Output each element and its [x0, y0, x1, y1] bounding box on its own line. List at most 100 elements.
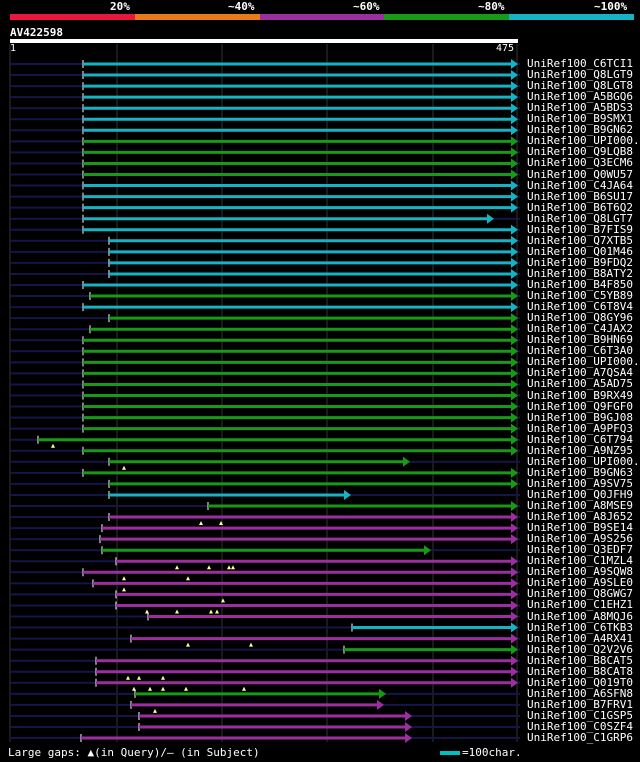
- alignment-row: [10, 622, 520, 633]
- hit-label[interactable]: UniRef100_Q9LQB8: [527, 145, 633, 159]
- hit-arrow-icon: [511, 291, 518, 302]
- hit-label[interactable]: UniRef100_B9GN63: [527, 465, 633, 479]
- hit-arrow-icon: [511, 434, 518, 445]
- hit-label[interactable]: UniRef100_A9S256: [527, 532, 633, 546]
- hit-label[interactable]: UniRef100_C1GSP5: [527, 708, 633, 722]
- hit-arrow-icon: [511, 92, 518, 103]
- hit-label[interactable]: UniRef100_Q8LGT7: [527, 211, 633, 225]
- hit-label[interactable]: UniRef100_C6T8V4: [527, 300, 633, 314]
- hit-label[interactable]: UniRef100_A8MSE9: [527, 499, 633, 512]
- hit-label[interactable]: UniRef100_B7FIS9: [527, 222, 633, 236]
- hit-label[interactable]: UniRef100_A9SV75: [527, 476, 633, 490]
- legend-label-2: ~40%: [228, 0, 255, 13]
- alignment-row: [10, 589, 520, 603]
- hit-label[interactable]: UniRef100_C6T3A0: [527, 344, 633, 358]
- hit-label[interactable]: UniRef100_C6TKB3: [527, 620, 633, 634]
- hit-label[interactable]: UniRef100_Q7XTB5: [527, 233, 633, 247]
- hit-label[interactable]: UniRef100_B4F850: [527, 278, 633, 291]
- query-gap-icon: [145, 609, 149, 614]
- hit-arrow-icon: [344, 489, 351, 500]
- alignment-row: [10, 710, 520, 721]
- hit-label[interactable]: UniRef100_Q8GY96: [527, 311, 633, 325]
- hit-arrow-icon: [377, 699, 384, 710]
- alignment-row: [10, 202, 520, 213]
- alignment-row: [10, 114, 520, 125]
- hit-label[interactable]: UniRef100_B6T6Q2: [527, 200, 633, 214]
- hit-label[interactable]: UniRef100_B9FDQ2: [527, 255, 633, 269]
- hit-label[interactable]: UniRef100_A4RX41: [527, 631, 633, 645]
- alignment-row: [10, 655, 520, 666]
- alignment-row: [10, 677, 520, 691]
- hit-label[interactable]: UniRef100_B8CAT8: [527, 664, 633, 678]
- hit-label[interactable]: UniRef100_A8MQJ6: [527, 609, 633, 623]
- hit-label[interactable]: UniRef100_A9SQW8: [527, 565, 633, 579]
- hit-label[interactable]: UniRef100_C0SZF4: [527, 720, 633, 733]
- hit-label[interactable]: UniRef100_C6T794: [527, 432, 633, 446]
- hit-label[interactable]: UniRef100_A8J652: [527, 510, 633, 524]
- hit-arrow-icon: [511, 655, 518, 666]
- hit-label[interactable]: UniRef100_B9GN62: [527, 123, 633, 137]
- hit-label[interactable]: UniRef100_C4JAX2: [527, 322, 633, 336]
- hit-arrow-icon: [511, 114, 518, 125]
- hit-label[interactable]: UniRef100_Q9FGF0: [527, 399, 633, 413]
- hit-label[interactable]: UniRef100_Q0JFH9: [527, 487, 633, 501]
- hit-label[interactable]: UniRef100_C1EHZ1: [527, 598, 633, 612]
- query-gap-icon: [186, 576, 190, 581]
- hit-label[interactable]: UniRef100_B9HN69: [527, 333, 633, 347]
- hit-label[interactable]: UniRef100_A5AD75: [527, 377, 633, 391]
- hit-label[interactable]: UniRef100_A5BDS3: [527, 101, 633, 115]
- hit-label[interactable]: UniRef100_B9SE14: [527, 521, 633, 535]
- hit-label[interactable]: UniRef100_B7FRV1: [527, 697, 633, 711]
- hit-label[interactable]: UniRef100_B6SU17: [527, 189, 633, 203]
- hit-label[interactable]: UniRef100_Q8LGT9: [527, 68, 633, 82]
- alignment-row: [10, 368, 520, 379]
- hit-label[interactable]: UniRef100_A9PFQ3: [527, 421, 633, 435]
- hit-label[interactable]: UniRef100_Q3EDF7: [527, 543, 633, 557]
- query-gap-icon: [153, 708, 157, 713]
- hit-label[interactable]: UniRef100_B8ATY2: [527, 266, 633, 280]
- hit-label[interactable]: UniRef100_UPI000..: [527, 134, 640, 148]
- legend-bar-3: [259, 14, 385, 20]
- hit-arrow-icon: [511, 556, 518, 567]
- hit-label[interactable]: UniRef100_UPI000..: [527, 454, 640, 468]
- alignment-row: [10, 125, 520, 136]
- hit-label[interactable]: UniRef100_C1GRP6: [527, 731, 633, 745]
- hit-label[interactable]: UniRef100_B9SMX1: [527, 112, 633, 126]
- hit-label[interactable]: UniRef100_Q8GWG7: [527, 587, 633, 601]
- hit-label[interactable]: UniRef100_Q8LGT8: [527, 79, 633, 93]
- alignment-row: [10, 489, 520, 500]
- query-gap-icon: [219, 521, 223, 526]
- query-gap-icon: [231, 565, 235, 570]
- alignment-row: [10, 103, 520, 114]
- hit-arrow-icon: [511, 280, 518, 290]
- hit-label[interactable]: UniRef100_A9NZ95: [527, 443, 633, 457]
- legend-label-1: 20%: [110, 0, 130, 13]
- hit-arrow-icon: [511, 125, 518, 136]
- hit-label[interactable]: UniRef100_Q3ECM6: [527, 156, 633, 170]
- hit-label[interactable]: UniRef100_B9GJ08: [527, 410, 633, 424]
- hit-label[interactable]: UniRef100_B9RX49: [527, 388, 633, 402]
- alignment-row: [10, 302, 520, 313]
- alignment-row: [10, 379, 520, 390]
- query-gap-icon: [249, 642, 253, 647]
- hit-label[interactable]: UniRef100_C4JA64: [527, 178, 633, 192]
- alignment-row: [10, 644, 520, 655]
- hit-label[interactable]: UniRef100_C1MZL4: [527, 554, 633, 568]
- hit-label[interactable]: UniRef100_UPI000..: [527, 355, 640, 369]
- alignment-row: [10, 401, 520, 412]
- hit-label[interactable]: UniRef100_Q2V2V6: [527, 642, 633, 656]
- hit-label[interactable]: UniRef100_Q019T0: [527, 675, 633, 689]
- hit-label[interactable]: UniRef100_B8CAT5: [527, 653, 633, 667]
- hit-label[interactable]: UniRef100_C5YB89: [527, 289, 633, 303]
- hit-label[interactable]: UniRef100_A9SLE0: [527, 576, 633, 590]
- hit-label[interactable]: UniRef100_A5BGQ6: [527, 90, 633, 104]
- hit-label[interactable]: UniRef100_A7QSA4: [527, 366, 633, 380]
- hit-label[interactable]: UniRef100_C6TCI1: [527, 57, 633, 70]
- hit-arrow-icon: [511, 523, 518, 534]
- hit-label[interactable]: UniRef100_Q01M46: [527, 244, 633, 258]
- hit-label[interactable]: UniRef100_A6SFN8: [527, 686, 633, 700]
- hit-arrow-icon: [511, 567, 518, 578]
- hit-arrow-icon: [511, 103, 518, 114]
- query-gap-icon: [221, 598, 225, 603]
- hit-label[interactable]: UniRef100_Q0WU57: [527, 167, 633, 181]
